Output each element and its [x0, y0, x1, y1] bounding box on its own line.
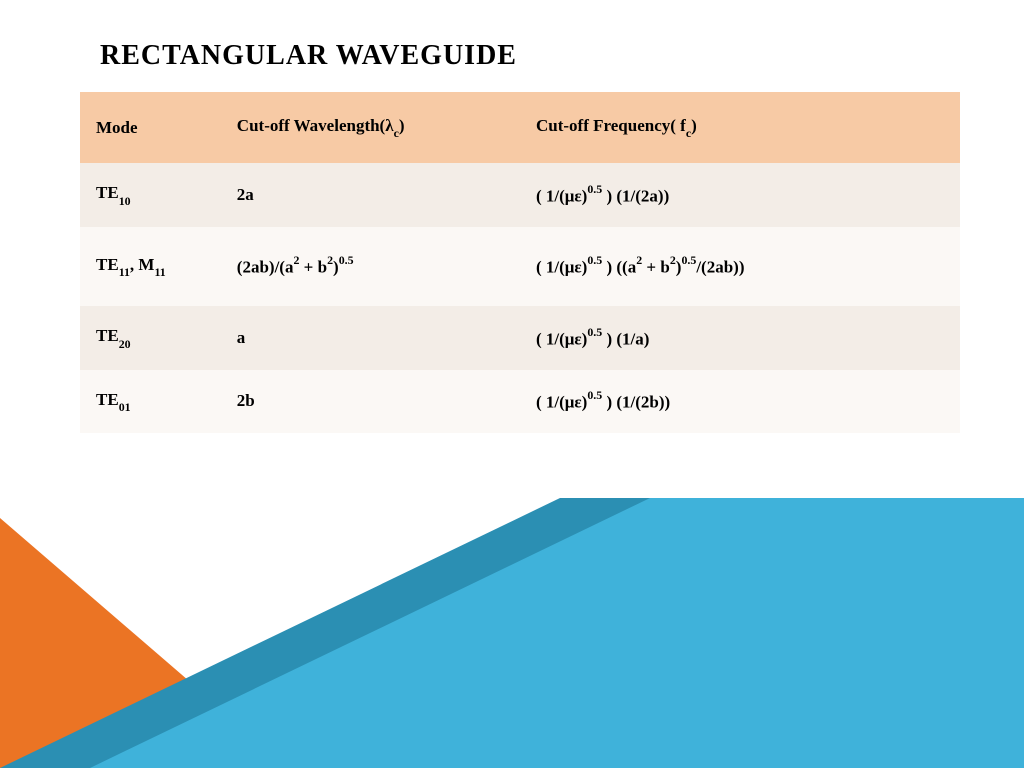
- header-wavelength: Cut-off Wavelength(λc): [221, 92, 520, 163]
- cell-wavelength: (2ab)/(a2 + b2)0.5: [221, 227, 520, 306]
- orange-triangle: [0, 518, 290, 768]
- teal-dark-triangle: [0, 498, 1024, 768]
- table-body: TE10 2a ( 1/(με)0.5 ) (1/(2a)) TE11, M11…: [80, 163, 960, 433]
- waveguide-table: Mode Cut-off Wavelength(λc) Cut-off Freq…: [80, 92, 960, 433]
- header-frequency: Cut-off Frequency( fc): [520, 92, 960, 163]
- waveguide-table-container: Mode Cut-off Wavelength(λc) Cut-off Freq…: [80, 92, 960, 433]
- cell-frequency: ( 1/(με)0.5 ) (1/(2a)): [520, 163, 960, 226]
- cell-wavelength: a: [221, 306, 520, 369]
- cell-frequency: ( 1/(με)0.5 ) (1/(2b)): [520, 370, 960, 433]
- cell-mode: TE10: [80, 163, 221, 226]
- cell-wavelength: 2a: [221, 163, 520, 226]
- cell-wavelength: 2b: [221, 370, 520, 433]
- cell-frequency: ( 1/(με)0.5 ) ((a2 + b2)0.5/(2ab)): [520, 227, 960, 306]
- teal-light-triangle: [90, 498, 1024, 768]
- cell-frequency: ( 1/(με)0.5 ) (1/a): [520, 306, 960, 369]
- cell-mode: TE20: [80, 306, 221, 369]
- page-title: RECTANGULAR WAVEGUIDE: [100, 40, 517, 72]
- table-row: TE11, M11 (2ab)/(a2 + b2)0.5 ( 1/(με)0.5…: [80, 227, 960, 306]
- table-row: TE01 2b ( 1/(με)0.5 ) (1/(2b)): [80, 370, 960, 433]
- table-header-row: Mode Cut-off Wavelength(λc) Cut-off Freq…: [80, 92, 960, 163]
- cell-mode: TE11, M11: [80, 227, 221, 306]
- cell-mode: TE01: [80, 370, 221, 433]
- table-row: TE20 a ( 1/(με)0.5 ) (1/a): [80, 306, 960, 369]
- table-row: TE10 2a ( 1/(με)0.5 ) (1/(2a)): [80, 163, 960, 226]
- footer-decoration: [0, 498, 1024, 768]
- header-mode: Mode: [80, 92, 221, 163]
